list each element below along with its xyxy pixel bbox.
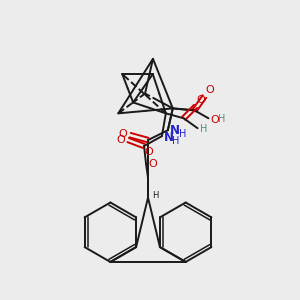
Text: O: O xyxy=(196,95,205,105)
Text: O: O xyxy=(206,85,214,94)
Text: O: O xyxy=(145,147,153,157)
Text: H: H xyxy=(152,191,158,200)
Text: H: H xyxy=(179,129,186,139)
Text: O: O xyxy=(210,115,219,125)
Text: H: H xyxy=(200,124,207,134)
Text: O: O xyxy=(118,129,127,139)
Text: H: H xyxy=(172,136,179,146)
Text: O: O xyxy=(148,159,157,169)
Text: N: N xyxy=(164,130,174,144)
Text: H: H xyxy=(218,114,226,124)
Text: O: O xyxy=(116,135,125,145)
Text: N: N xyxy=(170,124,180,137)
